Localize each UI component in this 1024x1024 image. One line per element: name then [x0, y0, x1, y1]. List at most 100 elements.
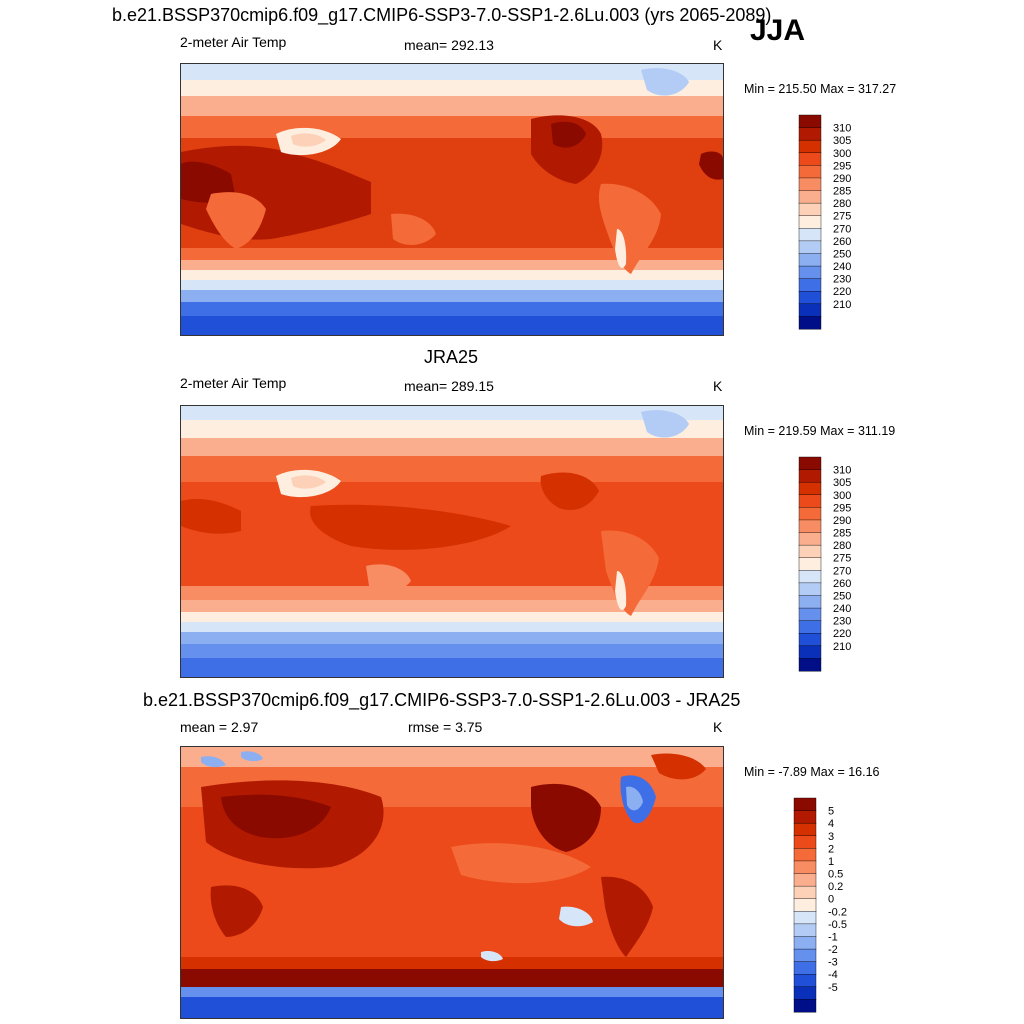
panel1-colorbar-box — [798, 291, 822, 305]
panel2-colorbar-label: 295 — [833, 502, 851, 514]
panel3-map — [180, 746, 724, 1019]
panel2-colorbar-label: 250 — [833, 590, 851, 602]
panel3-colorbar: 5 4 3 2 1 0.5 0.2 0 -0.2 -0.5 -1 -2 -3 -4 -5 — [793, 797, 894, 1013]
panel1-colorbar-label: 295 — [833, 160, 851, 172]
panel3-colorbar-label: 4 — [828, 818, 834, 830]
panel2-colorbar-box — [798, 620, 822, 634]
panel1-title: b.e21.BSSP370cmip6.f09_g17.CMIP6-SSP3-7.… — [112, 5, 772, 25]
panel2-colorbar-box — [798, 532, 822, 546]
panel1-colorbar-label: 310 — [833, 123, 851, 135]
panel1-colorbar-label: 260 — [833, 236, 851, 248]
panel3-colorbar-box — [793, 961, 817, 975]
panel2-map — [180, 405, 724, 678]
panel3-map-svg — [181, 747, 723, 1018]
panel1-colorbar-box — [798, 240, 822, 254]
panel1-colorbar-box — [798, 316, 822, 330]
panel1-colorbar-box — [798, 215, 822, 229]
panel1-colorbar-label: 275 — [833, 211, 851, 223]
panel3-colorbar-box — [793, 873, 817, 887]
panel2-colorbar-label: 285 — [833, 528, 851, 540]
panel1-colorbar-box — [798, 303, 822, 317]
panel3-colorbar-box — [793, 923, 817, 937]
panel2-colorbar-label: 260 — [833, 578, 851, 590]
panel2-colorbar-label: 290 — [833, 515, 851, 527]
panel3-colorbar-label: -2 — [828, 944, 838, 956]
panel2-colorbar-label: 240 — [833, 603, 851, 615]
panel3-title: b.e21.BSSP370cmip6.f09_g17.CMIP6-SSP3-7.… — [143, 690, 741, 710]
panel3-colorbar-label: -0.5 — [828, 919, 847, 931]
panel2-colorbar-box — [798, 570, 822, 584]
panel1-units-label: K — [713, 37, 723, 53]
panel1-mean-label: mean= 292.13 — [404, 37, 494, 53]
panel3-rmse-label: rmse = 3.75 — [408, 719, 483, 735]
panel2-colorbar-box — [798, 557, 822, 571]
panel2-colorbar-box — [798, 481, 822, 496]
panel1-colorbar-box — [798, 202, 822, 217]
panel2-colorbar-box — [798, 494, 822, 508]
panel1-colorbar-svg: 3103053002952902852802752702602502402302… — [798, 114, 851, 330]
panel1-map-svg — [181, 64, 723, 335]
panel2-colorbar-label: 220 — [833, 628, 851, 640]
panel2-colorbar-label: 300 — [833, 490, 851, 502]
panel1-colorbar-label: 300 — [833, 148, 851, 160]
panel1-variable-label: 2-meter Air Temp — [180, 34, 287, 50]
panel3-colorbar-box — [793, 986, 817, 1000]
panel1-map — [180, 63, 724, 336]
panel1-colorbar-box — [798, 190, 822, 204]
panel1-colorbar-box — [798, 253, 822, 267]
panel3-colorbar-box — [793, 999, 817, 1013]
panel1-colorbar-label: 305 — [833, 135, 851, 147]
panel1-colorbar-box — [798, 177, 822, 192]
panel2-colorbar-box — [798, 607, 822, 622]
panel2-colorbar-box — [798, 519, 822, 534]
panel2-colorbar-label: 310 — [833, 465, 851, 477]
panel2-colorbar-box — [798, 658, 822, 672]
panel3-colorbar-label: -3 — [828, 957, 838, 969]
panel1-colorbar-label: 250 — [833, 248, 851, 260]
panel2-minmax-label: Min = 219.59 Max = 311.19 — [744, 424, 896, 438]
panel3-colorbar-label: -1 — [828, 931, 838, 943]
panel3-colorbar-label: 3 — [828, 831, 834, 843]
panel3-colorbar-label: 2 — [828, 843, 834, 855]
panel2-colorbar-box — [798, 469, 822, 483]
panel3-colorbar-label: -5 — [828, 982, 838, 994]
panel2-colorbar-label: 230 — [833, 616, 851, 628]
panel1-colorbar-box — [798, 228, 822, 242]
panel2-colorbar-box — [798, 456, 822, 471]
panel3-colorbar-label: -0.2 — [828, 906, 847, 918]
panel1-colorbar-label: 280 — [833, 198, 851, 210]
panel2-colorbar-label: 305 — [833, 477, 851, 489]
panel3-colorbar-label: 0.5 — [828, 869, 843, 881]
panel2-colorbar-label: 275 — [833, 553, 851, 565]
panel1-colorbar-box — [798, 114, 822, 129]
panel2-colorbar: 310 305 300 295 290 285 280 275 270 260 250 240 230 2… — [798, 456, 899, 672]
panel1-colorbar-label: 240 — [833, 261, 851, 273]
panel3-colorbar-box — [793, 797, 817, 812]
panel1-minmax-label: Min = 215.50 Max = 317.27 — [744, 82, 897, 96]
panel3-colorbar-box — [793, 974, 817, 988]
panel1-colorbar-label: 290 — [833, 173, 851, 185]
panel3-colorbar-label: 0.2 — [828, 881, 843, 893]
panel3-colorbar-label: -4 — [828, 969, 838, 981]
panel3-colorbar-box — [793, 848, 817, 862]
panel2-colorbar-box — [798, 544, 822, 559]
panel3-colorbar-box — [793, 810, 817, 824]
panel2-colorbar-box — [798, 595, 822, 609]
panel2-title: JRA25 — [424, 347, 479, 367]
panel1-colorbar: 310 305 300 295 290 285 280 275 270 260 250 240 230 2… — [798, 114, 899, 330]
panel3-colorbar-box — [793, 835, 817, 849]
panel2-colorbar-label: 280 — [833, 540, 851, 552]
panel3-colorbar-label: 0 — [828, 894, 834, 906]
panel1-colorbar-label: 220 — [833, 286, 851, 298]
panel2-colorbar-box — [798, 645, 822, 659]
panel2-colorbar-box — [798, 633, 822, 647]
panel3-colorbar-box — [793, 948, 817, 963]
panel1-colorbar-label: 210 — [833, 299, 851, 311]
panel3-colorbar-box — [793, 936, 817, 950]
panel1-colorbar-box — [798, 152, 822, 166]
panel2-colorbar-label: 270 — [833, 565, 851, 577]
panel3-mean-label: mean = 2.97 — [180, 719, 259, 735]
panel1-colorbar-label: 285 — [833, 186, 851, 198]
panel1-colorbar-box — [798, 278, 822, 292]
panel3-colorbar-label: 1 — [828, 856, 834, 868]
